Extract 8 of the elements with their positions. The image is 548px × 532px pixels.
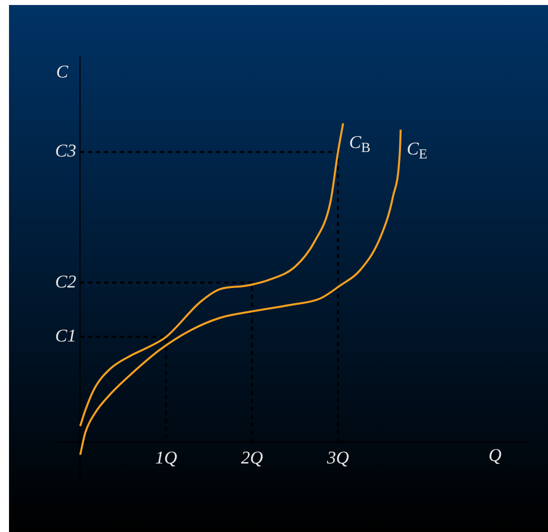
x-tick-label: 1Q <box>155 448 178 468</box>
x-tick-label: 3Q <box>326 448 349 468</box>
x-tick-label: 2Q <box>241 448 264 468</box>
annotation: C3 <box>55 140 76 161</box>
annotation: C1 <box>55 326 76 346</box>
x-axis-title: Q <box>488 444 502 465</box>
y-axis-title: C <box>56 62 70 82</box>
annotation: C2 <box>55 271 76 292</box>
